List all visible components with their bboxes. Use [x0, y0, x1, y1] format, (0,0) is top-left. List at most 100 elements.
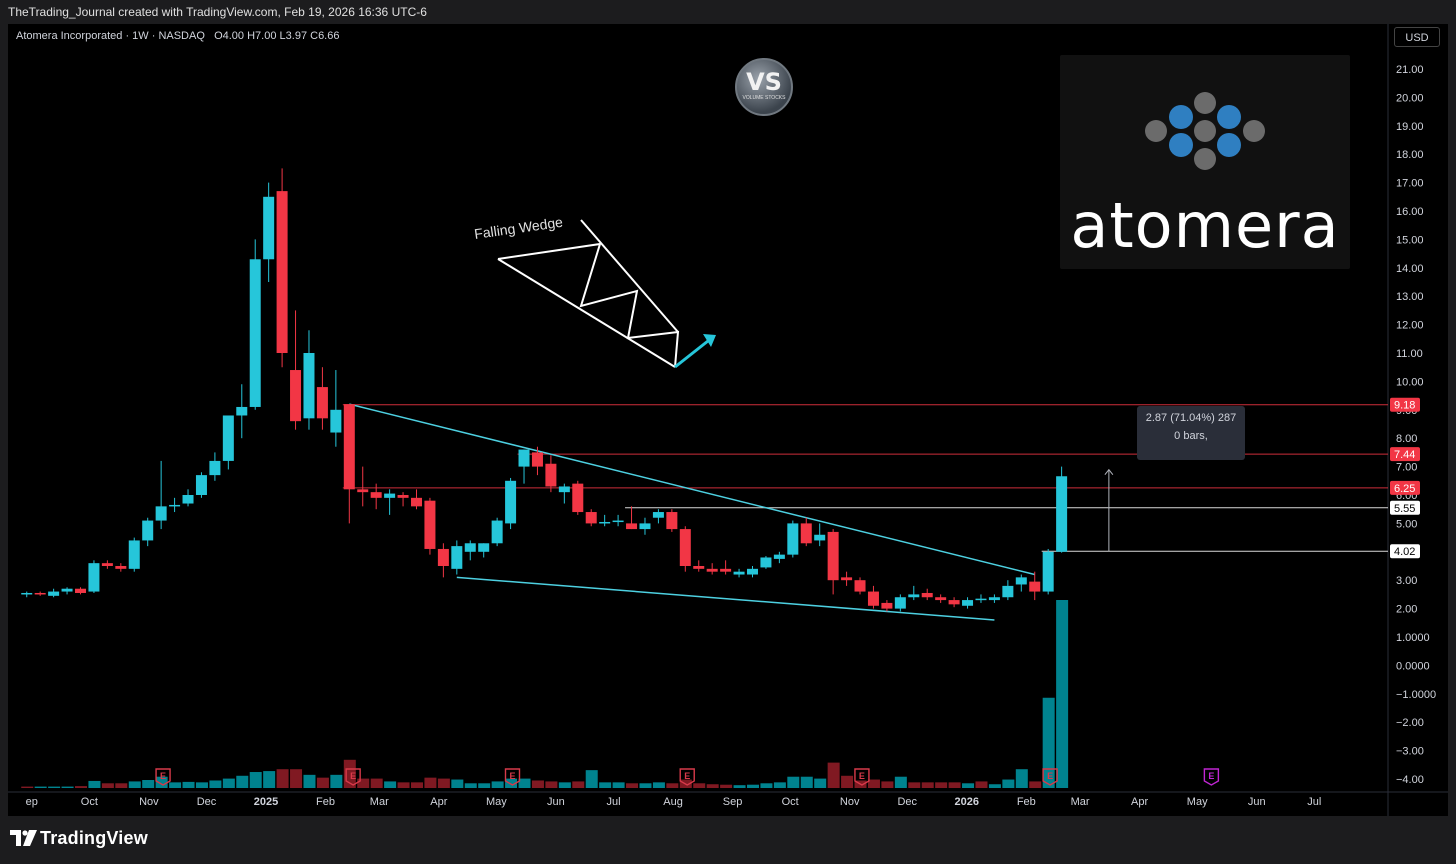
volume-bar: [639, 783, 652, 788]
legend-low: L3.97: [279, 30, 308, 42]
candle-body: [894, 597, 906, 609]
volume-bar: [518, 778, 531, 788]
volume-bar: [867, 779, 880, 788]
price-level-badge-label: 5.55: [1394, 503, 1415, 515]
volume-bar: [276, 769, 289, 788]
candle-body: [155, 506, 167, 521]
footer: TradingView: [0, 816, 1456, 864]
price-tick-label: 18.00: [1396, 149, 1424, 161]
volume-bar: [881, 781, 894, 788]
attribution-bar: TheTrading_Journal created with TradingV…: [0, 0, 1456, 24]
volume-bar: [773, 782, 786, 788]
candle-body: [88, 563, 100, 592]
volume-bar: [75, 786, 87, 788]
volume-bar: [747, 784, 759, 788]
volume-bar: [599, 782, 612, 788]
candle-body: [21, 592, 33, 595]
volume-bar: [411, 782, 423, 788]
candle-body: [182, 495, 194, 504]
candle-body: [411, 497, 422, 507]
symbol-legend: Atomera Incorporated · 1W · NASDAQ O4.00…: [16, 30, 339, 42]
chart-panel[interactable]: Falling Wedge 21.00 20.00 19.00 18.00 17.00 16…: [8, 24, 1448, 816]
candle-body: [1015, 577, 1027, 585]
candle-body: [518, 449, 530, 467]
volume-bar: [1029, 781, 1042, 788]
time-tick-label: 2025: [254, 796, 278, 808]
candle-body: [720, 568, 732, 572]
candle-body: [572, 483, 584, 513]
volume-bar: [948, 782, 961, 788]
time-tick-label: ep: [26, 796, 38, 808]
attribution-text: TheTrading_Journal created with TradingV…: [8, 5, 427, 19]
price-tick-label: −4.00: [1396, 774, 1424, 786]
volume-bar: [34, 786, 47, 788]
price-tick-label: 10.00: [1396, 376, 1424, 388]
volume-bar: [155, 776, 168, 788]
candle-body: [814, 534, 826, 541]
legend-open: O4.00: [214, 30, 245, 42]
volume-bar: [491, 781, 504, 788]
candle-body: [854, 580, 866, 592]
volume-bar: [787, 776, 800, 788]
volume-bar: [330, 774, 343, 788]
price-tick-label: 8.00: [1396, 433, 1417, 445]
candle-body: [169, 504, 181, 507]
candle-body: [652, 512, 664, 518]
price-tick-label: 2.00: [1396, 604, 1417, 616]
candle-body: [908, 594, 920, 598]
wedge-trendline: [349, 403, 1035, 576]
volume-bar: [101, 783, 114, 788]
time-tick-label: Sep: [723, 796, 743, 808]
price-tick-label: −1.0000: [1396, 689, 1436, 701]
price-level-badge-label: 4.02: [1394, 546, 1415, 558]
price-level-badge-label: 6.25: [1394, 483, 1415, 495]
candle-body: [491, 520, 503, 544]
earnings-marker-letter: E: [684, 771, 690, 781]
volume-bar: [21, 786, 34, 788]
price-tick-label: −3.00: [1396, 746, 1424, 758]
candle-body: [209, 460, 221, 476]
candle-body: [1042, 551, 1054, 592]
volume-bar: [195, 782, 208, 788]
earnings-marker-letter: E: [509, 771, 515, 781]
atomera-molecule-icon: [1145, 92, 1265, 170]
time-tick-label: Aug: [663, 796, 683, 808]
currency-button[interactable]: USD: [1394, 27, 1440, 47]
volume-bar: [1042, 697, 1055, 788]
breakout-arrow-head: [703, 334, 716, 347]
volume-bar: [652, 782, 665, 788]
volume-bar: [249, 772, 262, 788]
volume-bar: [303, 774, 316, 788]
pattern-label: Falling Wedge: [473, 214, 564, 242]
earnings-marker: [1042, 768, 1058, 786]
candle-body: [397, 495, 409, 498]
volume-bar: [706, 784, 719, 788]
chart-canvas[interactable]: Falling Wedge 21.00 20.00 19.00 18.00 17.00 16…: [8, 24, 1448, 816]
volume-bar: [222, 778, 235, 788]
candle-body: [733, 571, 745, 575]
volume-bar: [1056, 600, 1069, 788]
candle-body: [921, 592, 933, 598]
volume-bar: [545, 781, 558, 788]
price-tick-label: 19.00: [1396, 121, 1424, 133]
candle-body: [303, 353, 315, 419]
candle-body: [760, 557, 772, 568]
earnings-marker-letter: E: [350, 771, 356, 781]
candle-body: [585, 512, 597, 524]
volume-bar: [585, 770, 598, 788]
price-level-badge: [1390, 544, 1420, 559]
volume-bar: [384, 781, 397, 788]
candle-body: [935, 597, 947, 601]
legend-close: C6.66: [310, 30, 340, 42]
candle-body: [316, 387, 328, 419]
volume-bar: [975, 781, 988, 788]
candle-body: [599, 521, 611, 524]
volume-bar: [142, 780, 155, 788]
price-level-badge-label: 9.18: [1394, 400, 1415, 412]
volume-bar: [935, 782, 948, 788]
volume-bar: [290, 769, 303, 788]
time-tick-label: Dec: [197, 796, 217, 808]
time-tick-label: 2026: [955, 796, 979, 808]
candle-body: [464, 543, 476, 552]
volume-bar: [612, 782, 625, 788]
